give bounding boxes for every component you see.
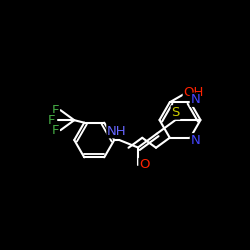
Text: OH: OH [183,86,204,99]
Text: F: F [48,114,56,127]
Text: N: N [190,134,200,147]
Text: F: F [52,104,59,117]
Text: O: O [139,158,149,172]
Text: F: F [52,124,59,137]
Text: S: S [171,106,180,119]
Text: NH: NH [107,125,126,138]
Text: N: N [190,93,200,106]
